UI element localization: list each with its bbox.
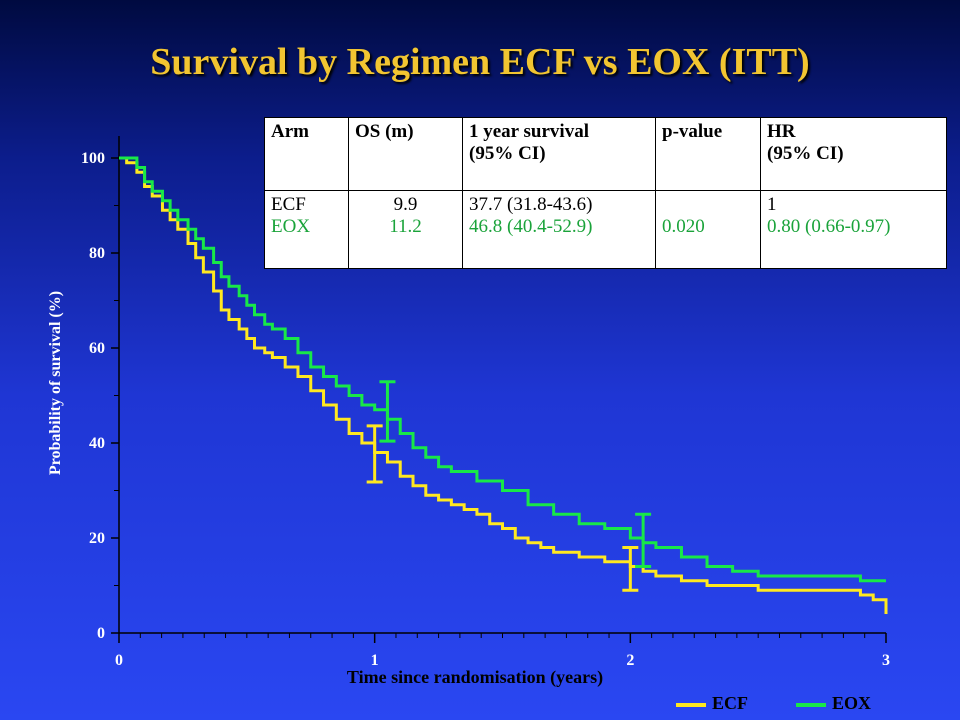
header-hr-line1: HR: [767, 121, 796, 142]
y-tick-label: 80: [89, 245, 105, 262]
arm-ecf: ECF: [271, 194, 306, 215]
header-hr: HR (95% CI): [760, 117, 947, 191]
arm-eox: EOX: [271, 216, 311, 237]
y-tick-label: 60: [89, 340, 105, 357]
cell-os: 9.9 11.2: [348, 190, 463, 269]
hr-ecf: 1: [767, 194, 777, 215]
surv-ecf: 37.7 (31.8-43.6): [469, 194, 593, 215]
os-eox: 11.2: [389, 216, 422, 237]
error-bar-ecf: [366, 424, 383, 484]
x-tick-label: 0: [115, 652, 123, 669]
x-tick-label: 2: [626, 652, 634, 669]
cell-arm: ECF EOX: [264, 190, 349, 269]
hr-eox: 0.80 (0.66-0.97): [767, 216, 891, 237]
os-ecf: 9.9: [393, 194, 418, 215]
y-tick-label: 20: [89, 530, 105, 547]
surv-eox: 46.8 (40.4-52.9): [469, 216, 593, 237]
legend-label-ecf: ECF: [712, 693, 748, 713]
page-title: Survival by Regimen ECF vs EOX (ITT): [150, 41, 810, 83]
x-tick-label: 1: [371, 652, 379, 669]
pvalue: 0.020: [662, 216, 705, 237]
error-bar-ecf: [622, 546, 639, 592]
legend-label-eox: EOX: [832, 693, 872, 713]
cell-hr: 1 0.80 (0.66-0.97): [760, 190, 947, 269]
survival-curve-eox: [119, 156, 886, 583]
header-hr-line2: (95% CI): [767, 143, 844, 164]
y-axis-label: Probability of survival (%): [47, 291, 64, 475]
y-tick-label: 100: [81, 150, 105, 167]
cell-pvalue: 0.020: [655, 190, 761, 269]
survival-curve-ecf: [119, 156, 888, 614]
y-tick-label: 40: [89, 435, 105, 452]
table-header-row: Arm OS (m) 1 year survival (95% CI) p-va…: [264, 117, 947, 191]
cell-survival: 37.7 (31.8-43.6) 46.8 (40.4-52.9): [462, 190, 656, 269]
y-tick-label: 0: [97, 625, 105, 642]
header-survival-line1: 1 year survival: [469, 121, 589, 142]
error-bar-eox: [635, 512, 652, 568]
x-tick-label: 3: [882, 652, 890, 669]
x-axis-label: Time since randomisation (years): [347, 667, 603, 688]
results-table: Arm OS (m) 1 year survival (95% CI) p-va…: [264, 117, 947, 269]
header-survival: 1 year survival (95% CI): [462, 117, 656, 191]
header-pvalue: p-value: [655, 117, 761, 191]
header-survival-line2: (95% CI): [469, 143, 546, 164]
table-row: ECF EOX 9.9 11.2 37.7 (31.8-43.6) 46.8 (…: [264, 190, 947, 269]
header-os: OS (m): [348, 117, 463, 191]
legend-swatch-ecf: [676, 703, 706, 707]
error-bar-eox: [379, 380, 396, 443]
header-arm: Arm: [264, 117, 349, 191]
legend-swatch-eox: [796, 703, 826, 707]
pvalue-spacer: [662, 194, 754, 216]
